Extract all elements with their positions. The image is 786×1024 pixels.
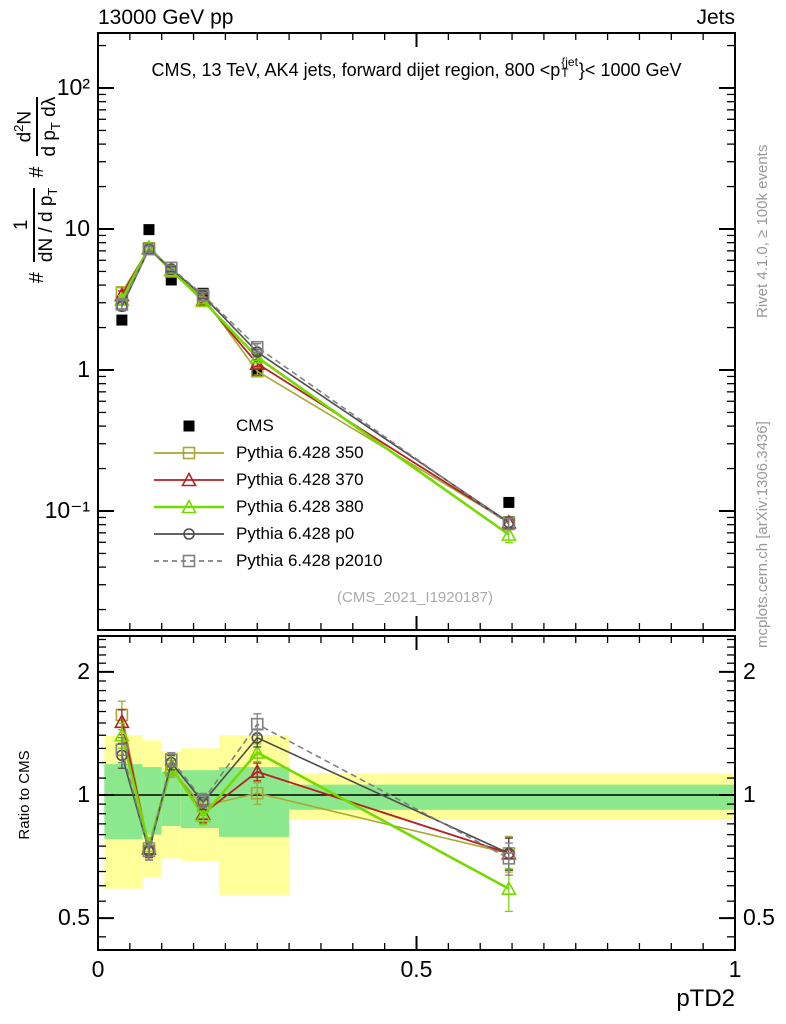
legend-item-cms: CMS: [152, 412, 383, 439]
y-main-tick-label: 10⁻¹: [44, 497, 90, 523]
y-main-tick-label: 10: [64, 215, 90, 241]
rivet-note-anchor: Rivet 4.1.0, ≥ 100k events: [754, 145, 786, 335]
legend-item-pythia-p2010: Pythia 6.428 p2010: [152, 547, 383, 574]
pt-jet-sub: T: [561, 66, 569, 81]
ratio-axis-title-anchor: Ratio to CMS: [16, 750, 150, 879]
legend-marker-pythia-350: [154, 446, 224, 459]
y-ratio-tick-label-right: 2: [743, 657, 756, 684]
legend-marker-pythia-p2010: [154, 554, 224, 567]
legend: CMS Pythia 6.428 350 Pythia 6.428 370 Py…: [152, 412, 383, 574]
legend-marker-pythia-370: [154, 471, 224, 486]
legend-item-pythia-370: Pythia 6.428 370: [152, 466, 383, 493]
y-main-tick-label: 10²: [56, 74, 90, 100]
legend-label: Pythia 6.428 p2010: [236, 550, 383, 570]
ylabel-hash1: #: [25, 272, 48, 284]
ylabel-den2-sub: T: [48, 122, 64, 131]
mcplots-arxiv-note: mcplots.cern.ch [arXiv:1306.3436]: [754, 421, 771, 648]
ylabel-num2-text-end: N: [14, 110, 36, 125]
legend-marker-pythia-p0: [154, 527, 224, 540]
legend-item-pythia-p0: Pythia 6.428 p0: [152, 520, 383, 547]
ylabel-den2-text: d p: [39, 130, 61, 157]
analysis-id-watermark: (CMS_2021_I1920187): [337, 589, 493, 606]
rivet-version-note: Rivet 4.1.0, ≥ 100k events: [754, 144, 771, 318]
legend-item-pythia-380: Pythia 6.428 380: [152, 493, 383, 520]
ylabel-frac2-num: d2N: [8, 111, 35, 143]
y-ratio-tick-label-right: 0.5: [743, 904, 775, 931]
legend-item-pythia-350: Pythia 6.428 350: [152, 439, 383, 466]
pt-jet-stack: {jet T: [561, 55, 578, 81]
ylabel-frac2-den: d pT dλ: [39, 97, 66, 157]
ylabel-den2-text-end: dλ: [39, 96, 61, 123]
y-ratio-tick-label-left: 0.5: [58, 904, 90, 931]
ylabel-num2-text: d: [14, 131, 36, 143]
x-tick-label: 1: [728, 956, 742, 982]
fraction-bar: [36, 96, 39, 157]
beam-energy-label: 13000 GeV pp: [98, 6, 234, 29]
y-ratio-tick-label-left: 2: [77, 657, 90, 684]
legend-marker-pythia-380: [154, 498, 224, 513]
y-ratio-tick-label-left: 1: [77, 781, 90, 807]
ylabel-frac2: d2N d pT dλ: [8, 96, 66, 157]
legend-label: Pythia 6.428 370: [236, 469, 364, 489]
legend-label: Pythia 6.428 380: [236, 496, 364, 516]
legend-marker-cms: [183, 420, 195, 431]
ylabel-num2-sup: 2: [11, 124, 26, 132]
ylabel-den1-sub: T: [44, 187, 60, 196]
pt-jet-sup: {jet: [561, 55, 578, 70]
ylabel-hash2: #: [25, 166, 48, 178]
legend-label: Pythia 6.428 p0: [236, 523, 355, 543]
plot-title-text-end: }< 1000 GeV: [578, 60, 682, 80]
x-tick-label: 0: [91, 956, 105, 982]
series-pythia-6-428-p2010: [115, 242, 516, 876]
legend-label: CMS: [236, 415, 274, 435]
legend-label: Pythia 6.428 350: [236, 442, 364, 462]
y-ratio-tick-label-right: 1: [743, 781, 756, 807]
plot-title: CMS, 13 TeV, AK4 jets, forward dijet reg…: [98, 55, 735, 82]
y-main-tick-label: 1: [77, 356, 90, 382]
x-axis-title: pTD2: [676, 985, 735, 1012]
x-tick-label: 0.5: [400, 956, 433, 982]
plot-title-text: CMS, 13 TeV, AK4 jets, forward dijet reg…: [151, 60, 561, 80]
analysis-group-label: Jets: [696, 6, 735, 29]
